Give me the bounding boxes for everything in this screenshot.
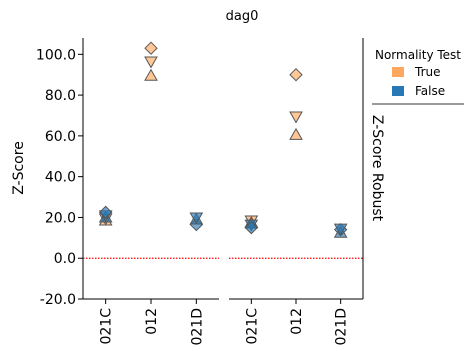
y-tick-label: 20.0 <box>45 210 76 226</box>
data-point-triangle-down <box>289 111 303 124</box>
data-point-triangle-down <box>333 223 348 236</box>
y-axis-title: Z-Score <box>11 141 27 195</box>
legend-title: Normality Test <box>375 48 461 62</box>
legend: Normality Test True False <box>372 48 464 105</box>
y-tick-label: -20.0 <box>40 292 76 308</box>
y-tick-label: 100.0 <box>36 47 76 63</box>
panel-1: 021C 012 021D <box>83 41 219 346</box>
legend-label-false: False <box>415 84 445 98</box>
facet-label: Z-Score Robust <box>369 115 385 222</box>
panel-2: 021C 012 021D <box>229 67 363 346</box>
x-tick-label: 012 <box>289 308 305 335</box>
data-point-triangle-down <box>189 212 204 225</box>
x-tick-label: 021C <box>244 308 260 345</box>
y-tick-label: 80.0 <box>45 88 76 104</box>
legend-swatch-false <box>392 86 404 96</box>
data-point-triangle-up <box>289 127 303 140</box>
x-tick-label: 012 <box>144 308 160 335</box>
x-tick-label: 021D <box>334 308 350 346</box>
data-point-triangle-down <box>144 56 158 69</box>
data-point-diamond <box>144 41 158 55</box>
y-tick-label: 0.0 <box>54 251 76 267</box>
y-tick-label: 40.0 <box>45 170 76 186</box>
chart-title: dag0 <box>226 9 259 24</box>
data-point-diamond <box>98 205 113 220</box>
x-tick-label: 021C <box>99 308 115 345</box>
data-point-diamond <box>244 220 259 235</box>
panels: -20.0 0.0 20.0 40.0 60.0 80.0 100.0 021C 012 021D… <box>36 38 364 346</box>
y-tick-label: 60.0 <box>45 129 76 145</box>
data-point-triangle-up <box>144 68 158 81</box>
legend-label-true: True <box>414 65 441 79</box>
data-point-diamond <box>289 67 303 82</box>
x-tick-label: 021D <box>189 308 205 346</box>
legend-swatch-true <box>392 67 404 77</box>
